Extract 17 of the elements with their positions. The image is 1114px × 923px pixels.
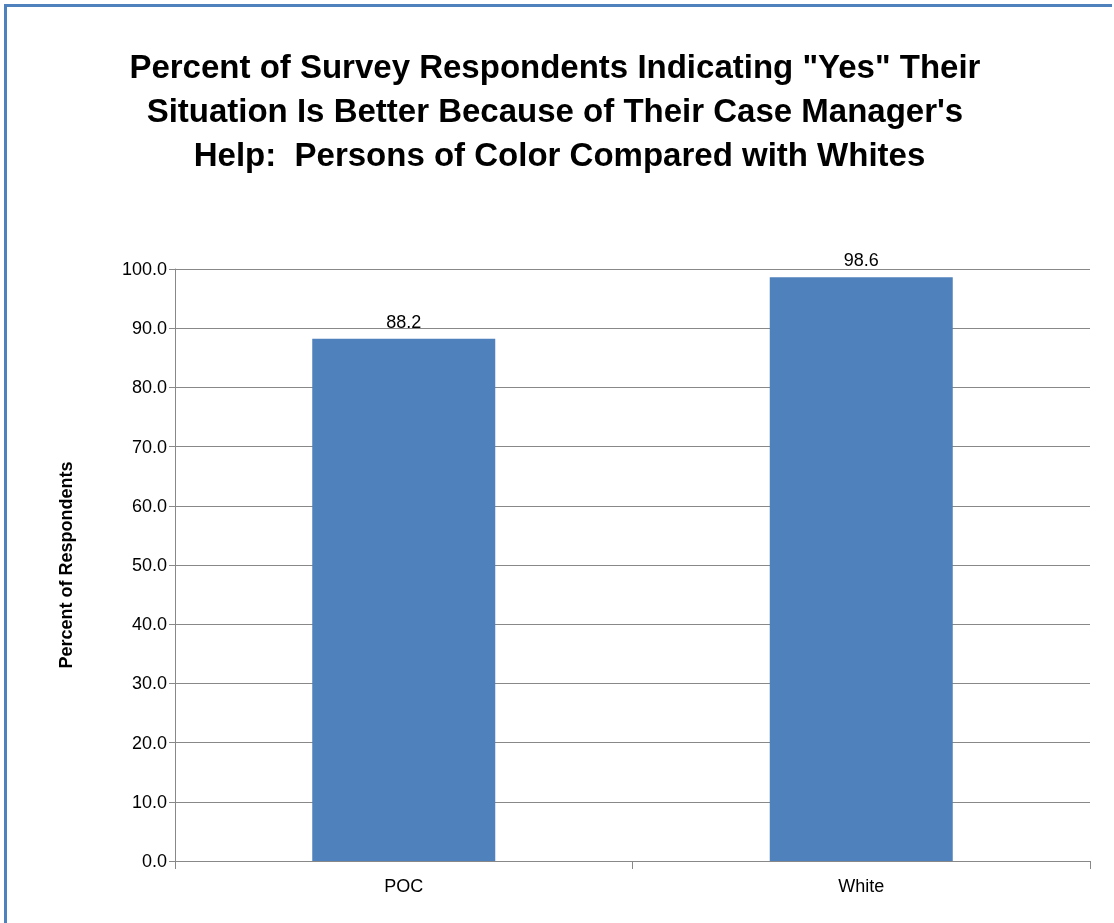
y-axis-title: Percent of Respondents [56,461,76,669]
y-tick-label: 60.0 [131,495,167,516]
y-tick-label: 0.0 [141,851,167,871]
y-tick-label: 30.0 [131,673,167,694]
data-label: 98.6 [843,250,879,271]
y-tick-label: 90.0 [131,318,167,339]
y-tick-label: 10.0 [131,791,167,812]
y-tick-label: 50.0 [131,555,167,575]
x-tick-label: White [838,876,885,896]
y-tick-label: 100.0 [121,259,167,279]
y-tick-label: 70.0 [131,436,167,457]
y-tick-label: 40.0 [131,614,167,635]
y-tick-label: 20.0 [131,732,167,753]
data-label: 88.2 [386,311,422,332]
chart-title: Percent of Survey Respondents Indicating "Yes" Their Situation Is Better Because of Their Case Manager's Help: Persons of Color Compared with Whites [129,47,990,173]
y-tick-label: 80.0 [131,377,167,398]
x-tick-label: POC [384,876,424,896]
